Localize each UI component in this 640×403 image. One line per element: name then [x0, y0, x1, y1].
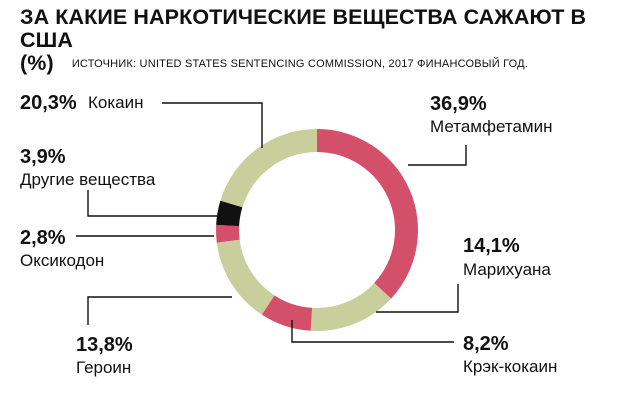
category-label-crack: Крэк-кокаин	[463, 357, 557, 376]
category-label-oxycodone: Оксикодон	[20, 251, 104, 270]
donut-slice-marijuana	[310, 283, 392, 331]
value-label-oxycodone: 2,8%	[20, 227, 66, 249]
title-line1: ЗА КАКИЕ НАРКОТИЧЕСКИЕ ВЕЩЕСТВА САЖАЮТ В…	[20, 5, 587, 52]
category-label-heroin: Героин	[76, 358, 131, 377]
value-label-meth: 36,9%	[430, 93, 487, 115]
category-label-meth: Метамфетамин	[430, 117, 552, 136]
value-label-cocaine: 20,3%	[20, 92, 77, 114]
donut-slice-meth	[317, 129, 418, 299]
donut-slice-crack	[261, 295, 313, 331]
leader-other	[87, 190, 217, 217]
donut-slice-oxycodone	[216, 224, 240, 243]
category-label-other: Другие вещества	[20, 170, 156, 189]
chart-title: ЗА КАКИЕ НАРКОТИЧЕСКИЕ ВЕЩЕСТВА САЖАЮТ В…	[20, 6, 620, 76]
category-label-marijuana: Марихуана	[463, 260, 551, 279]
leader-meth	[408, 145, 467, 166]
value-label-other: 3,9%	[20, 146, 66, 168]
leader-crack	[291, 320, 454, 343]
category-label-cocaine: Кокаин	[88, 93, 144, 112]
donut-slice-heroin	[216, 239, 275, 315]
value-label-heroin: 13,8%	[76, 334, 133, 356]
leader-heroin	[87, 296, 232, 325]
title-line2: (%)	[20, 51, 54, 75]
source-note: ИСТОЧНИК: UNITED STATES SENTENCING COMMI…	[71, 58, 529, 70]
value-label-crack: 8,2%	[463, 333, 509, 355]
donut-slice-other	[216, 200, 243, 227]
leader-marijuana	[376, 284, 459, 313]
leader-cocaine	[162, 102, 263, 148]
donut-slice-cocaine	[220, 129, 317, 208]
value-label-marijuana: 14,1%	[463, 235, 520, 257]
donut-slices	[216, 129, 418, 331]
